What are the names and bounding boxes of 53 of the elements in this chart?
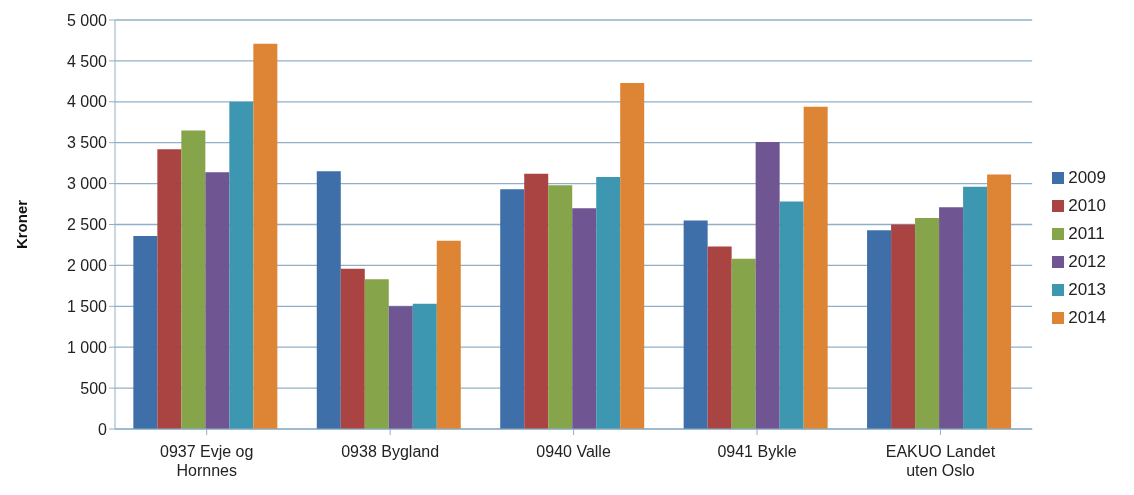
y-axis-title: Kroner (13, 199, 31, 250)
bar (500, 189, 525, 429)
bar (388, 306, 413, 429)
bar (412, 303, 437, 429)
bar (157, 149, 182, 429)
x-tick-label: 0937 Evje og Hornnes (160, 443, 254, 479)
bar (205, 172, 230, 429)
bar (707, 246, 732, 429)
y-tick-label: 3 000 (66, 175, 108, 193)
bar (524, 173, 549, 429)
bar (133, 235, 158, 429)
bar (683, 220, 708, 429)
y-tick-label: 0 (98, 420, 108, 438)
bar (867, 230, 892, 429)
x-tick-label: 0940 Valle (536, 443, 611, 460)
bar (572, 208, 597, 429)
bar (803, 106, 828, 429)
bar (548, 185, 573, 429)
bar (596, 177, 621, 429)
bar (181, 130, 206, 429)
y-tick-label: 3 500 (66, 134, 108, 152)
y-tick-label: 5 000 (66, 11, 108, 29)
legend-label: 2013 (1068, 279, 1106, 299)
y-tick-label: 500 (80, 379, 108, 397)
legend-label: 2014 (1068, 307, 1106, 327)
y-tick-label: 2 500 (66, 216, 108, 234)
y-tick-label: 2 000 (66, 257, 108, 275)
legend-label: 2012 (1068, 251, 1106, 271)
bar (891, 224, 916, 429)
bar (316, 171, 341, 429)
bar (987, 174, 1012, 429)
bar (779, 201, 804, 429)
x-tick-label: 0938 Bygland (341, 443, 440, 460)
legend-label: 2010 (1068, 195, 1106, 215)
bar (436, 240, 461, 429)
x-tick-label: 0941 Bykle (717, 443, 797, 460)
legend-label: 2009 (1068, 167, 1106, 187)
bar (915, 217, 940, 429)
bar (229, 101, 254, 429)
bar (620, 82, 645, 429)
y-tick-label: 4 000 (66, 93, 108, 111)
legend-label: 2011 (1068, 223, 1105, 243)
bar (253, 43, 278, 429)
x-tick-label: EAKUO Landet uten Oslo (885, 443, 996, 479)
bar (939, 207, 964, 429)
y-tick-label: 4 500 (66, 52, 108, 70)
y-tick-label: 1 000 (66, 338, 108, 356)
bar (755, 141, 780, 429)
bar (731, 258, 756, 429)
bar (340, 268, 365, 429)
bar (364, 279, 389, 429)
bar (963, 186, 988, 429)
y-tick-label: 1 500 (66, 297, 108, 315)
